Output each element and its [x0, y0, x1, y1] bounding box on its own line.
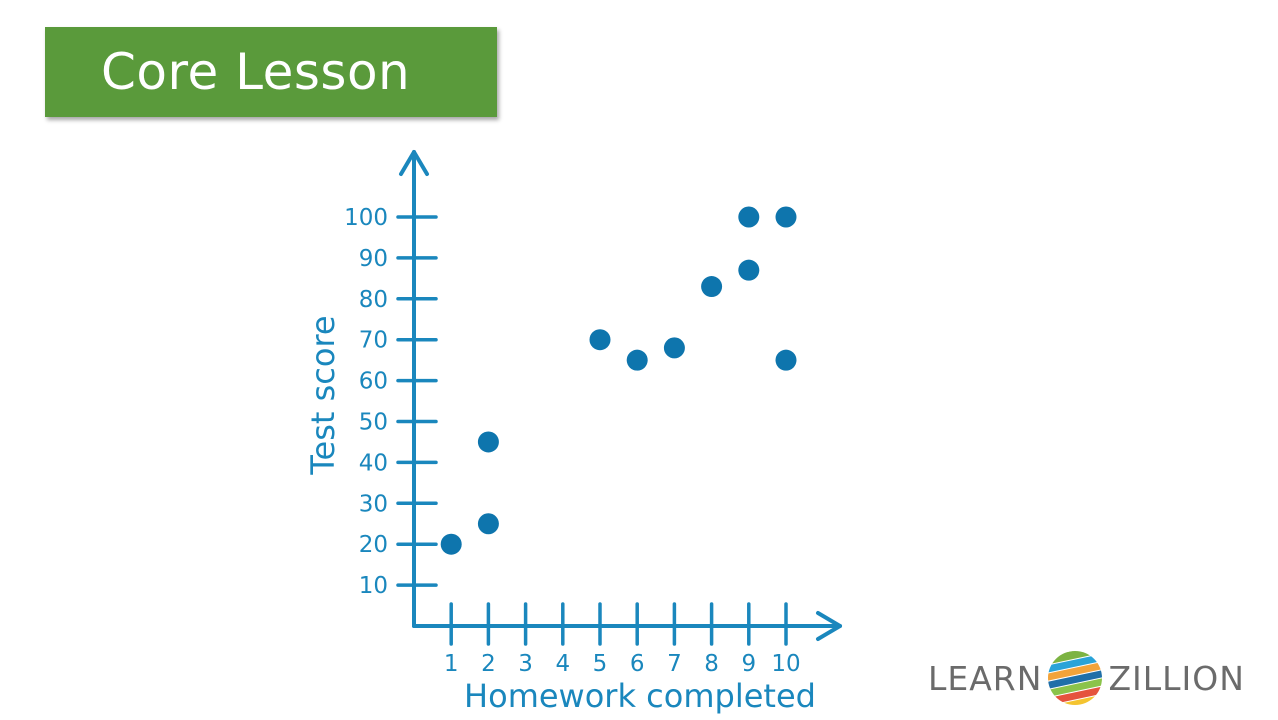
- x-tick-label: 1: [444, 651, 459, 677]
- logo-right-word: ZILLION: [1108, 658, 1245, 698]
- core-lesson-badge: Core Lesson: [45, 27, 497, 117]
- data-point: [440, 533, 462, 555]
- data-point: [775, 349, 797, 371]
- data-point: [738, 206, 760, 228]
- x-tick-label: 6: [630, 651, 645, 677]
- x-tick-label: 7: [667, 651, 682, 677]
- y-tick-label: 20: [359, 532, 388, 558]
- striped-globe-icon: [1048, 651, 1103, 705]
- y-tick-label: 100: [344, 205, 388, 231]
- y-tick-label: 90: [359, 246, 388, 272]
- chart-axes: [399, 150, 842, 641]
- x-tick-label: 8: [704, 651, 719, 677]
- y-tick-label: 10: [359, 573, 388, 599]
- chart-ticks: 10 20 30 40 50 60 70 80 90 100 1 2 3 4 5 6 7 8 9 10: [344, 205, 801, 677]
- x-tick-label: 2: [481, 651, 496, 677]
- x-tick-label: 3: [518, 651, 533, 677]
- y-tick-label: 30: [359, 491, 388, 517]
- data-point: [589, 329, 611, 351]
- x-tick-label: 5: [593, 651, 608, 677]
- y-tick-label: 60: [359, 369, 388, 395]
- y-tick-label: 70: [359, 328, 388, 354]
- x-axis-arrow: [816, 611, 842, 641]
- y-tick-label: 80: [359, 287, 388, 313]
- data-point: [626, 349, 648, 371]
- data-point: [477, 431, 499, 453]
- data-point: [775, 206, 797, 228]
- learnzillion-logo: LEARN ZILLION: [928, 648, 1245, 708]
- y-tick-label: 50: [359, 410, 388, 436]
- chart-points: [440, 206, 797, 555]
- y-axis-label: Test score: [304, 315, 342, 475]
- y-tick-label: 40: [359, 450, 388, 476]
- data-point: [663, 337, 685, 359]
- data-point: [701, 276, 723, 298]
- data-point: [738, 259, 760, 281]
- x-tick-label: 4: [555, 651, 570, 677]
- x-axis-label: Homework completed: [464, 677, 816, 715]
- x-tick-label: 9: [741, 651, 756, 677]
- badge-label: Core Lesson: [101, 43, 411, 101]
- logo-left-word: LEARN: [928, 658, 1043, 698]
- y-axis-arrow: [399, 150, 429, 176]
- data-point: [477, 513, 499, 535]
- x-tick-label: 10: [771, 651, 800, 677]
